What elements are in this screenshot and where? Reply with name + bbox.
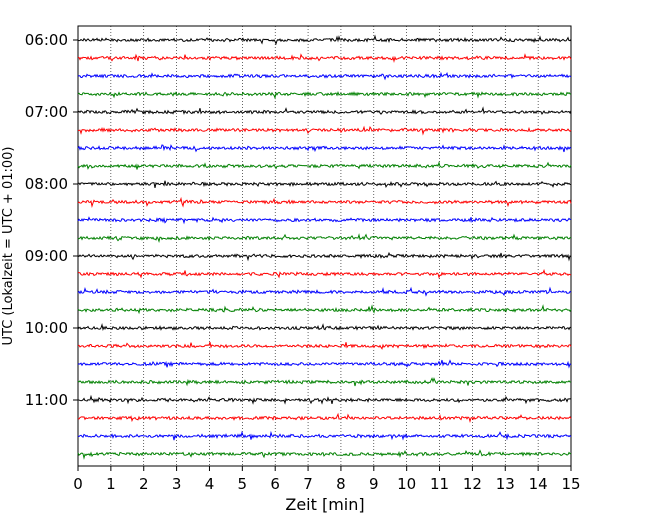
seismogram-trace: [77, 377, 572, 387]
seismogram-trace: [77, 91, 572, 100]
seismogram-trace: [77, 53, 572, 63]
x-tick-label: 0: [73, 475, 83, 493]
x-tick-label: 2: [139, 475, 149, 493]
x-tick-label: 1: [106, 475, 116, 493]
plot-frame: [77, 25, 572, 467]
seismogram-trace: [77, 196, 572, 209]
x-tick-label: 9: [369, 475, 379, 493]
x-tick-label: 10: [397, 475, 416, 493]
x-axis-ticks: 0 1 2 3 4 5 6 7 8 9 10 11 12 13 14 15: [73, 466, 581, 493]
seismogram-trace: [77, 449, 572, 460]
seismogram-trace: [77, 430, 572, 441]
seismogram-trace: [77, 71, 572, 81]
x-tick-label: 7: [303, 475, 313, 493]
x-tick-label: 4: [205, 475, 215, 493]
seismogram-trace: [77, 251, 572, 262]
y-tick-label: 06:00: [25, 31, 68, 49]
x-tick-label: 14: [529, 475, 548, 493]
x-tick-label: 12: [463, 475, 482, 493]
y-axis-ticks: 06:00 07:00 08:00 09:00 10:00 11:00: [25, 31, 78, 409]
seismogram-trace: [77, 233, 572, 244]
seismogram-trace: [77, 160, 572, 170]
y-tick-label: 08:00: [25, 175, 68, 193]
seismogram-trace: [77, 286, 572, 297]
y-tick-label: 07:00: [25, 103, 68, 121]
seismogram-trace: [77, 180, 572, 189]
y-tick-label: 10:00: [25, 319, 68, 337]
seismogram-trace: [77, 412, 572, 423]
seismogram-trace: [77, 268, 572, 279]
seismogram-trace: [77, 341, 572, 350]
x-tick-label: 6: [270, 475, 280, 493]
x-tick-label: 15: [561, 475, 580, 493]
x-tick-label: 8: [336, 475, 346, 493]
x-tick-label: 13: [496, 475, 515, 493]
x-grid: [110, 26, 539, 466]
seismogram-trace: [77, 216, 572, 225]
seismogram-trace: [77, 304, 572, 315]
seismogram-traces: [77, 34, 572, 460]
x-axis-label: Zeit [min]: [285, 495, 364, 514]
seismogram-trace: [77, 34, 572, 46]
y-tick-label: 09:00: [25, 247, 68, 265]
x-tick-label: 5: [238, 475, 248, 493]
x-tick-label: 3: [172, 475, 182, 493]
seismogram-trace: [77, 106, 572, 116]
seismogram-trace: [77, 322, 571, 332]
seismogram-trace: [77, 144, 572, 153]
y-tick-label: 11:00: [25, 391, 68, 409]
x-tick-label: 11: [430, 475, 449, 493]
seismogram-trace: [77, 359, 572, 369]
y-axis-label: UTC (Lokalzeit = UTC + 01:00): [1, 147, 16, 346]
seismogram-trace: [77, 125, 572, 136]
seismogram-trace: [77, 394, 572, 405]
